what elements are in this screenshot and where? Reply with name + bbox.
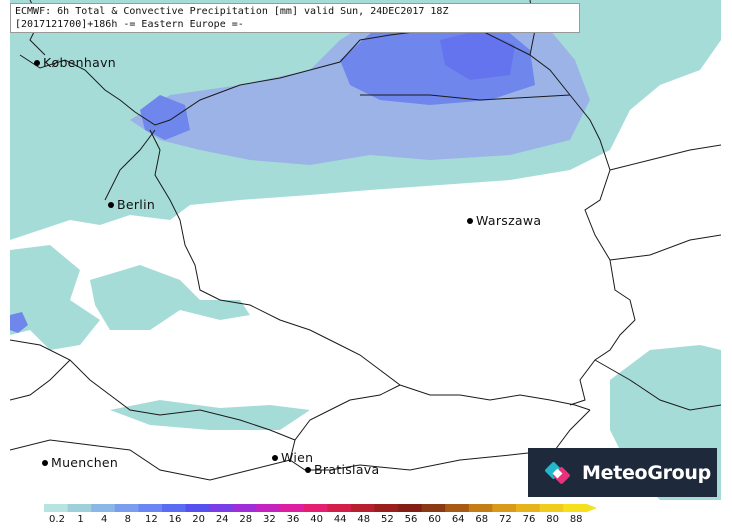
- legend-swatch: [350, 504, 375, 512]
- legend-label: 56: [404, 514, 418, 525]
- meteogroup-logo-icon: [544, 459, 572, 487]
- legend-label: 28: [239, 514, 253, 525]
- city-label: Bratislava: [314, 462, 380, 477]
- legend-label: 72: [499, 514, 512, 525]
- city-kobenhavn: København: [34, 55, 116, 70]
- city-marker-icon: [34, 60, 40, 66]
- legend-swatch: [516, 504, 541, 512]
- city-label: København: [43, 55, 116, 70]
- map-canvas: [10, 0, 721, 500]
- legend-swatch: [398, 504, 423, 512]
- legend-label: 12: [145, 514, 158, 525]
- legend-label: 32: [263, 514, 276, 525]
- legend-label: 64: [451, 514, 465, 525]
- legend-swatch: [91, 504, 116, 512]
- legend-label: 52: [381, 514, 394, 525]
- legend-swatch: [445, 504, 470, 512]
- legend-label: 60: [428, 514, 441, 525]
- legend-swatch: [44, 504, 69, 512]
- legend-swatch: [114, 504, 139, 512]
- precip-core-west: [140, 95, 190, 140]
- precip-area-central-west: [90, 265, 250, 330]
- city-marker-icon: [108, 202, 114, 208]
- city-marker-icon: [42, 460, 48, 466]
- legend-swatch: [563, 504, 588, 512]
- legend-swatch: [67, 504, 92, 512]
- city-label: Muenchen: [51, 455, 119, 470]
- map-header: ECMWF: 6h Total & Convective Precipitati…: [10, 3, 580, 33]
- precip-area-alps: [110, 400, 310, 430]
- city-label: Berlin: [117, 197, 156, 212]
- legend-label: 4: [101, 514, 108, 525]
- city-marker-icon: [305, 467, 311, 473]
- color-legend: [44, 504, 597, 512]
- city-berlin: Berlin: [108, 197, 155, 212]
- legend-label: 80: [546, 514, 559, 525]
- legend-swatch: [492, 504, 517, 512]
- legend-swatch: [327, 504, 352, 512]
- legend-swatch: [539, 504, 564, 512]
- city-marker-icon: [272, 455, 278, 461]
- precip-area-west: [10, 245, 100, 350]
- city-muenchen: Muenchen: [42, 455, 118, 470]
- legend-label: 20: [192, 514, 205, 525]
- city-bratislava: Bratislava: [305, 462, 379, 477]
- city-wien: Wien: [272, 450, 313, 465]
- legend-swatch: [185, 504, 210, 512]
- legend-labels: 0.2 1 4 8 12 16 20 24 28 32 36 40 44 48 52 56 60 64 68 72 76…: [44, 514, 624, 527]
- city-warszawa: Warszawa: [467, 213, 541, 228]
- legend-label: 48: [357, 514, 371, 525]
- city-label: Wien: [281, 450, 314, 465]
- legend-swatch: [162, 504, 187, 512]
- legend-swatch: [280, 504, 305, 512]
- legend-swatch: [468, 504, 493, 512]
- legend-label: 1: [77, 514, 84, 525]
- header-title: ECMWF: 6h Total & Convective Precipitati…: [15, 6, 449, 17]
- legend-swatch: [256, 504, 281, 512]
- legend-swatch: [303, 504, 328, 512]
- legend-label: 76: [522, 514, 536, 525]
- legend-label: 0.2: [49, 514, 65, 525]
- legend-label: 88: [569, 514, 583, 525]
- city-label: Warszawa: [476, 213, 542, 228]
- legend-label: 40: [310, 514, 323, 525]
- legend-label: 24: [215, 514, 229, 525]
- legend-swatch: [209, 504, 234, 512]
- legend-label: 36: [286, 514, 300, 525]
- precipitation-map: [10, 0, 721, 500]
- city-marker-icon: [467, 218, 473, 224]
- legend-label: 44: [333, 514, 347, 525]
- legend-swatch: [421, 504, 446, 512]
- header-subtitle: [2017121700]+186h -= Eastern Europe =-: [15, 19, 244, 30]
- legend-label: 68: [475, 514, 489, 525]
- legend-label: 16: [168, 514, 182, 525]
- legend-arrow-icon: [586, 504, 597, 512]
- legend-swatch: [138, 504, 163, 512]
- brand-name: MeteoGroup: [582, 461, 711, 484]
- precip-spot-west: [10, 312, 28, 333]
- legend-swatch: [232, 504, 257, 512]
- legend-swatch: [374, 504, 399, 512]
- meteogroup-brand: MeteoGroup: [528, 448, 717, 497]
- legend-label: 8: [124, 514, 131, 525]
- precip-core-gulf: [440, 30, 515, 80]
- borders: [10, 0, 721, 481]
